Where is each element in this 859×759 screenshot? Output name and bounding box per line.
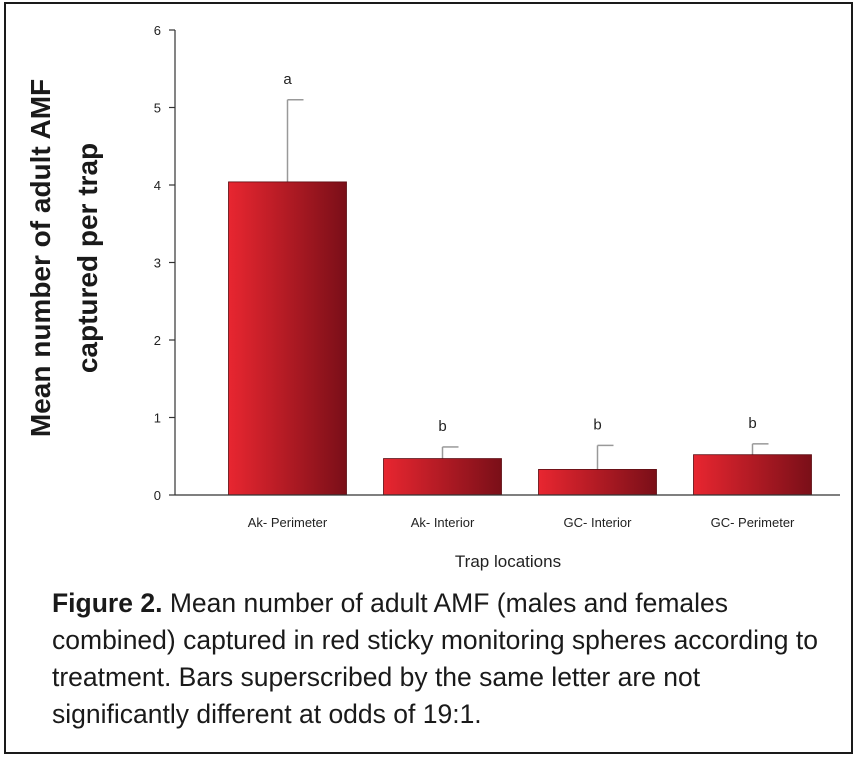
x-tick-label: Ak- Perimeter — [248, 515, 328, 530]
x-tick-label: GC- Perimeter — [711, 515, 795, 530]
bar — [538, 469, 657, 496]
significance-letter: b — [748, 415, 756, 432]
bar-chart: 0 1 2 3 4 5 6 a b b b Ak- Perimeter Ak- Interior GC… — [25, 23, 840, 571]
y-tick-label: 2 — [154, 333, 161, 348]
y-axis-title-line1: Mean number of adult AMF — [25, 79, 56, 437]
bars: a b b b — [228, 71, 812, 496]
x-tick-label: Ak- Interior — [411, 515, 475, 530]
y-tick-label: 0 — [154, 488, 161, 503]
y-tick-label: 6 — [154, 23, 161, 38]
y-axis: 0 1 2 3 4 5 6 — [154, 23, 176, 503]
bar — [693, 454, 812, 496]
significance-letter: b — [593, 416, 601, 433]
y-axis-title-line2: captured per trap — [72, 143, 103, 373]
x-axis: Ak- Perimeter Ak- Interior GC- Interior GC-… — [175, 494, 840, 530]
x-axis-title: Trap locations — [455, 552, 561, 571]
x-tick-label: GC- Interior — [564, 515, 633, 530]
figure-frame — [4, 2, 853, 754]
y-tick-label: 3 — [154, 256, 161, 271]
significance-letter: b — [438, 418, 446, 435]
significance-letter: a — [283, 71, 292, 88]
y-tick-label: 5 — [154, 101, 161, 116]
bar — [383, 458, 502, 496]
bar — [228, 181, 347, 496]
figure-caption: Figure 2. Mean number of adult AMF (male… — [52, 585, 832, 733]
y-tick-label: 1 — [154, 411, 161, 426]
y-tick-label: 4 — [154, 178, 161, 193]
caption-label: Figure 2. — [52, 588, 163, 618]
caption-text: Mean number of adult AMF (males and fema… — [52, 588, 818, 729]
